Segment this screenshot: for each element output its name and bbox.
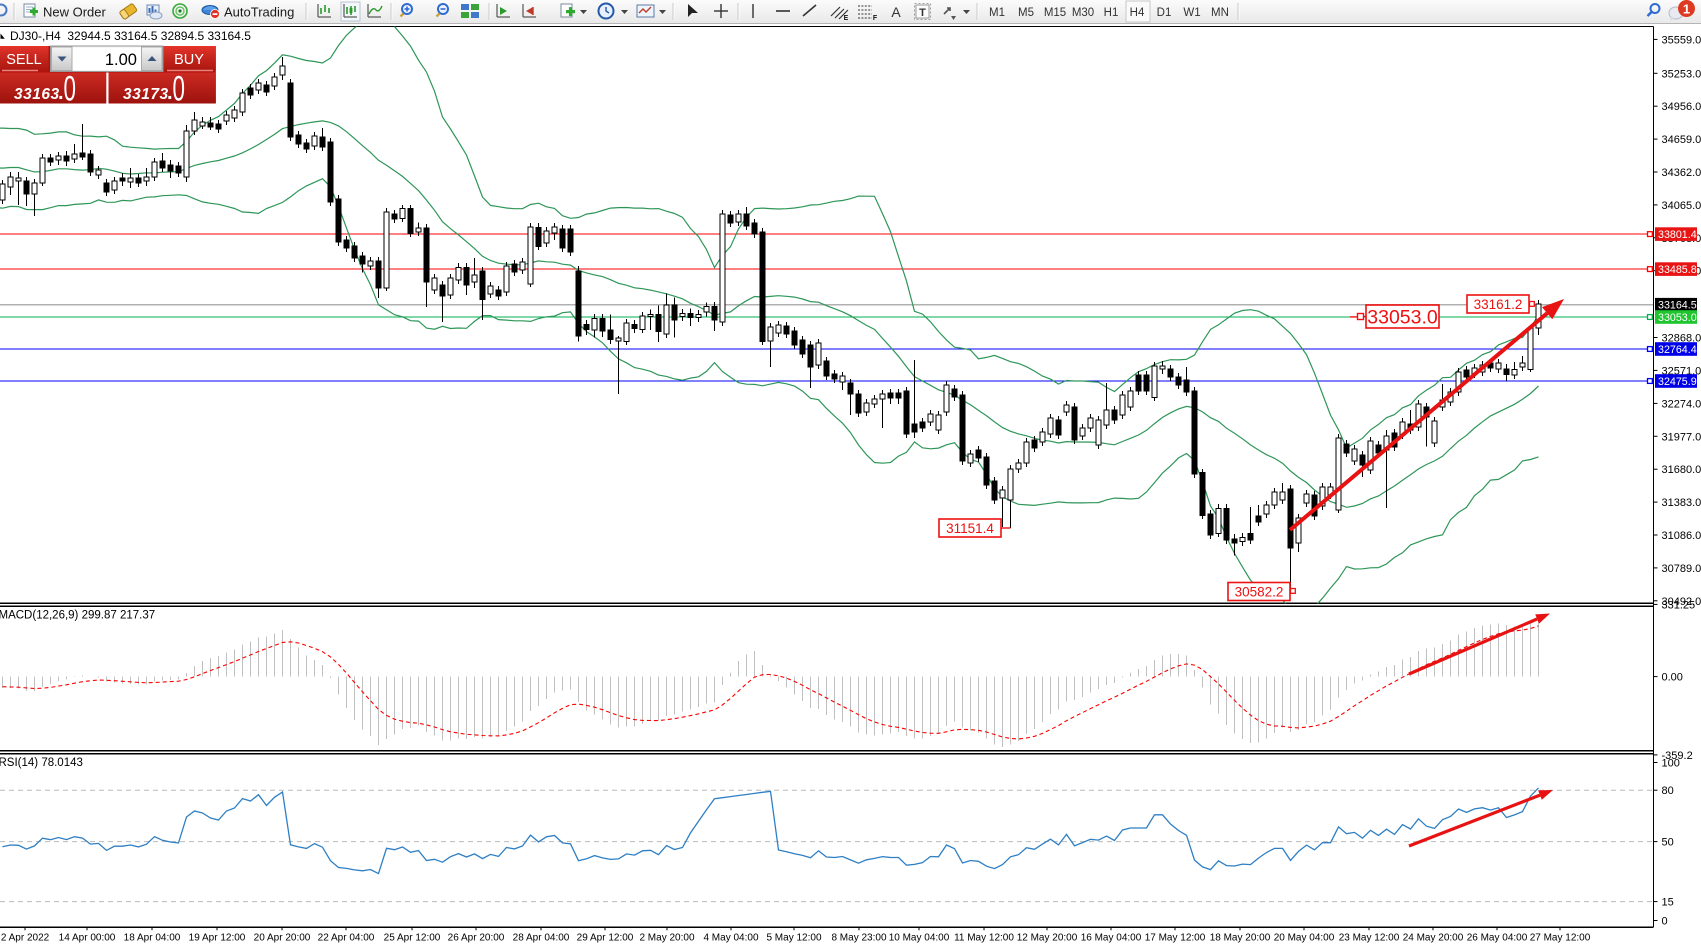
svg-text:34065.0: 34065.0 [1662,200,1701,212]
svg-text:30789.0: 30789.0 [1662,563,1701,575]
svg-text:31086.0: 31086.0 [1662,530,1701,542]
svg-text:T: T [919,7,926,19]
svg-text:25 Apr 12:00: 25 Apr 12:00 [384,933,441,944]
svg-text:34659.0: 34659.0 [1662,134,1701,146]
svg-text:30492.0: 30492.0 [1662,596,1701,608]
svg-text:0: 0 [1662,916,1668,928]
svg-text:M30: M30 [1072,7,1094,19]
svg-text:24 May 20:00: 24 May 20:00 [1403,933,1464,944]
svg-text:35253.0: 35253.0 [1662,68,1701,80]
svg-text:10 May 04:00: 10 May 04:00 [889,933,950,944]
svg-text:331.25: 331.25 [1662,599,1696,611]
svg-text:A: A [891,4,901,20]
svg-text:80: 80 [1662,785,1674,797]
svg-text:26 May 04:00: 26 May 04:00 [1467,933,1528,944]
svg-text:35559.0: 35559.0 [1662,34,1701,46]
svg-text:4 May 04:00: 4 May 04:00 [703,933,758,944]
svg-text:26 Apr 20:00: 26 Apr 20:00 [448,933,505,944]
svg-text:33485.8: 33485.8 [1658,264,1697,276]
svg-text:12 May 20:00: 12 May 20:00 [1017,933,1078,944]
svg-text:5 May 12:00: 5 May 12:00 [766,933,821,944]
svg-text:F: F [873,15,878,22]
svg-text:MACD(12,26,9) 299.87 217.37: MACD(12,26,9) 299.87 217.37 [0,610,155,622]
svg-text:RSI(14) 78.0143: RSI(14) 78.0143 [0,757,83,769]
svg-text:D1: D1 [1157,7,1172,19]
svg-text:31383.0: 31383.0 [1662,497,1701,509]
svg-text:M5: M5 [1018,7,1034,19]
svg-text:33053.0: 33053.0 [1658,312,1697,324]
svg-text:New Order: New Order [43,5,107,20]
svg-text:32868.0: 32868.0 [1662,333,1701,345]
svg-text:34956.0: 34956.0 [1662,101,1701,113]
svg-text:33801.4: 33801.4 [1658,229,1697,241]
svg-text:17 May 12:00: 17 May 12:00 [1145,933,1206,944]
svg-text:20 Apr 20:00: 20 Apr 20:00 [254,933,311,944]
svg-text:8 May 23:00: 8 May 23:00 [831,933,886,944]
svg-text:31151.4: 31151.4 [946,521,994,536]
svg-text:18 May 20:00: 18 May 20:00 [1210,933,1271,944]
svg-text:33164.5: 33164.5 [1658,300,1697,312]
svg-text:E: E [844,15,849,22]
svg-text:2 May 20:00: 2 May 20:00 [639,933,694,944]
svg-text:16 May 04:00: 16 May 04:00 [1081,933,1142,944]
svg-text:34362.0: 34362.0 [1662,167,1701,179]
svg-text:33163: 33163 [14,86,60,103]
svg-text:50: 50 [1662,837,1674,849]
svg-text:MN: MN [1211,7,1229,19]
svg-text:2 Apr 2022: 2 Apr 2022 [1,933,50,944]
svg-text:1: 1 [1683,2,1690,17]
svg-text:M1: M1 [989,7,1005,19]
svg-text:19 Apr 12:00: 19 Apr 12:00 [189,933,246,944]
svg-text:W1: W1 [1183,7,1200,19]
svg-text:15: 15 [1662,897,1674,909]
svg-text:33161.2: 33161.2 [1474,297,1523,312]
svg-text:M15: M15 [1044,7,1066,19]
svg-text:33173: 33173 [123,86,169,103]
svg-text:29 Apr 12:00: 29 Apr 12:00 [577,933,634,944]
svg-text:28 Apr 04:00: 28 Apr 04:00 [513,933,570,944]
svg-text:0: 0 [173,70,185,109]
svg-text:100: 100 [1662,758,1680,770]
svg-text:DJ30-,H4 32944.5 33164.5 3289: DJ30-,H4 32944.5 33164.5 32894.5 33164.5 [10,29,251,43]
svg-text:32475.9: 32475.9 [1658,376,1697,388]
svg-text:.: . [58,82,64,104]
svg-text:31977.0: 31977.0 [1662,431,1701,443]
svg-text:H4: H4 [1130,7,1145,19]
svg-text:33053.0: 33053.0 [1367,307,1438,329]
svg-text:0: 0 [64,70,76,109]
svg-text:31680.0: 31680.0 [1662,464,1701,476]
svg-text:H1: H1 [1104,7,1119,19]
svg-text:14 Apr 00:00: 14 Apr 00:00 [59,933,116,944]
svg-text:0.00: 0.00 [1662,672,1683,684]
svg-text:11 May 12:00: 11 May 12:00 [954,933,1014,944]
svg-text:22 Apr 04:00: 22 Apr 04:00 [318,933,375,944]
svg-text:-359.2: -359.2 [1662,750,1693,762]
svg-text:30582.2: 30582.2 [1235,584,1284,599]
svg-text:AutoTrading: AutoTrading [224,5,294,20]
svg-text:23 May 12:00: 23 May 12:00 [1339,933,1400,944]
svg-text:.: . [167,82,173,104]
svg-text:32274.0: 32274.0 [1662,398,1701,410]
svg-text:18 Apr 04:00: 18 Apr 04:00 [124,933,181,944]
svg-text:20 May 04:00: 20 May 04:00 [1274,933,1335,944]
svg-text:1.00: 1.00 [105,51,137,69]
svg-text:BUY: BUY [174,52,204,68]
svg-text:32764.4: 32764.4 [1658,344,1697,356]
svg-text:27 May 12:00: 27 May 12:00 [1530,933,1591,944]
svg-text:SELL: SELL [6,52,41,68]
